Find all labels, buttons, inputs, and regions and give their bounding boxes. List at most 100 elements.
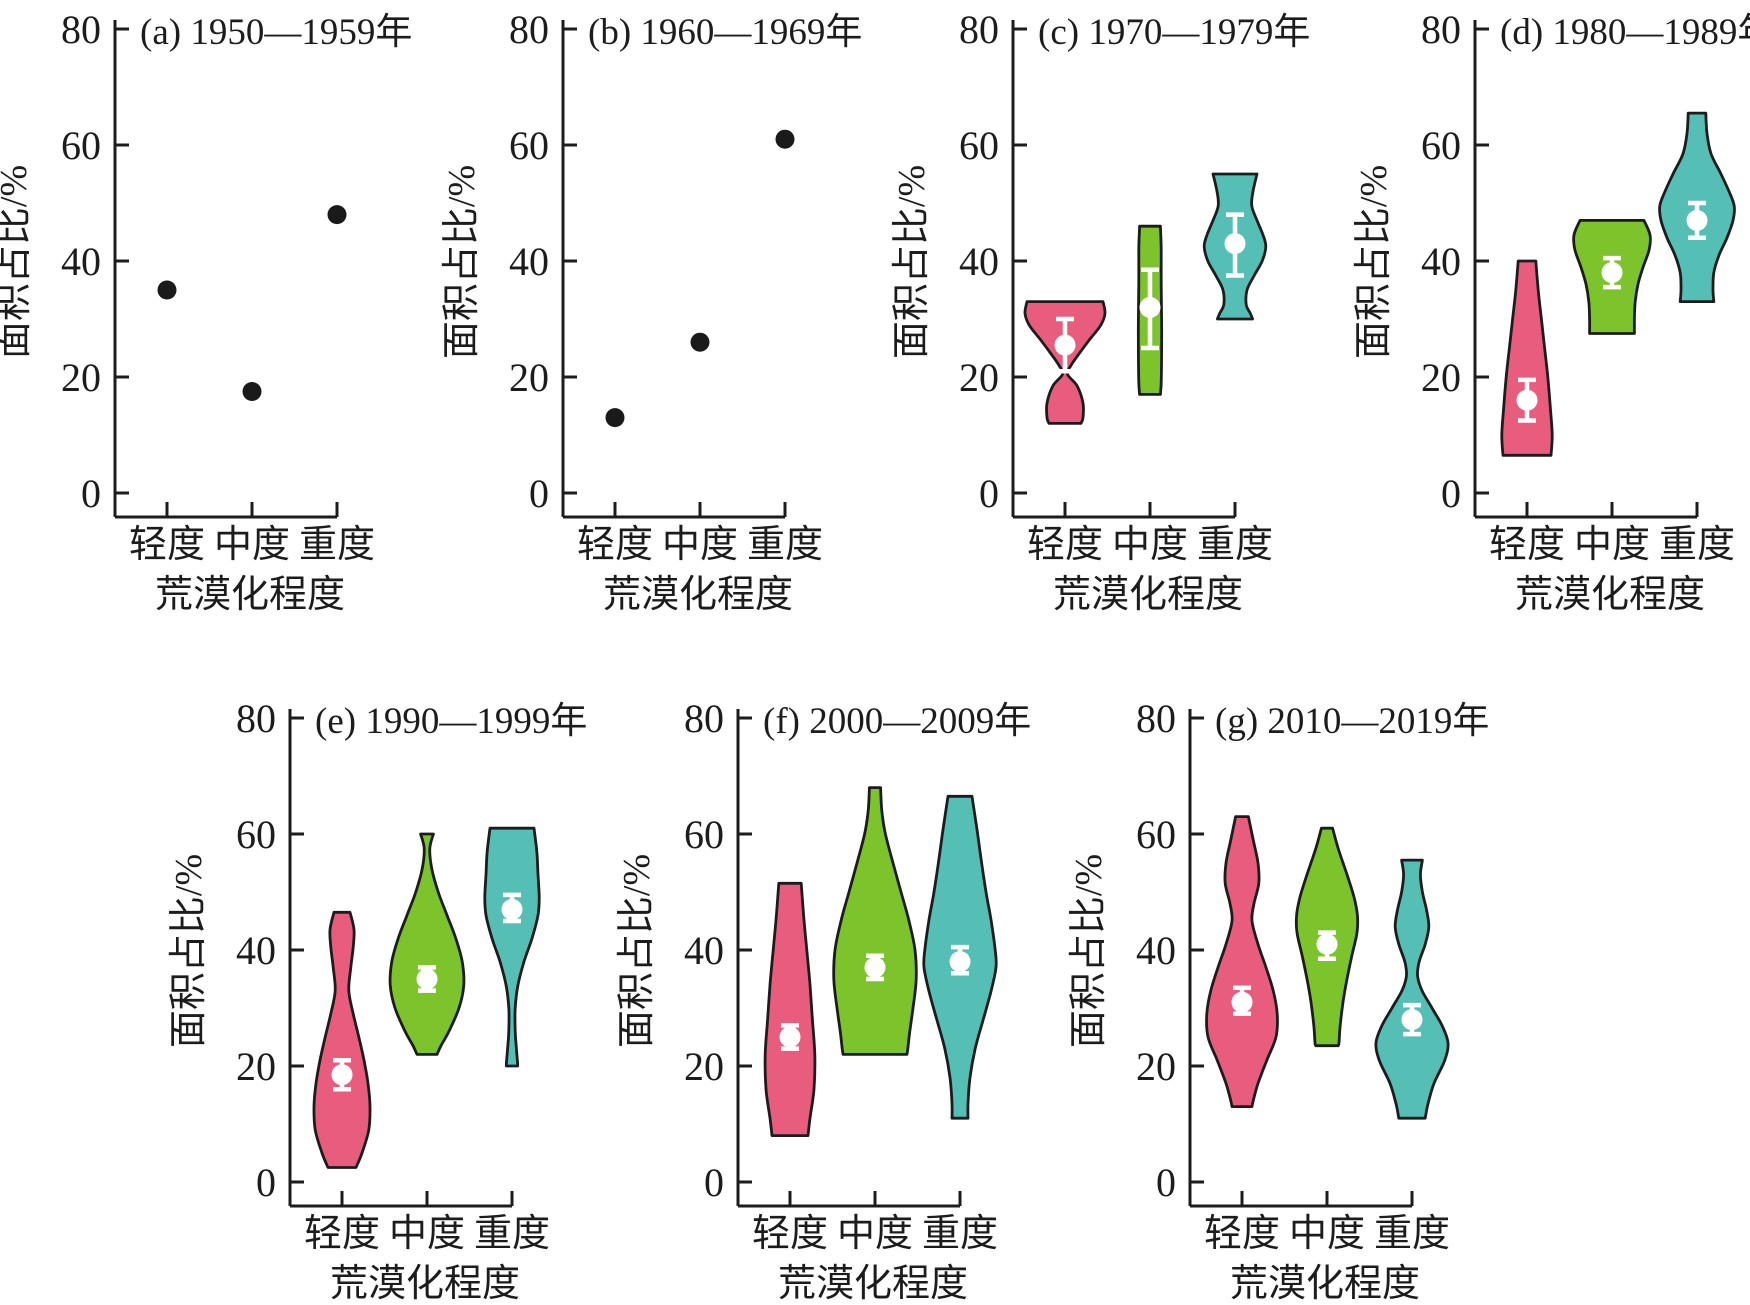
y-tick-label: 60 — [959, 123, 999, 168]
subplot-title: (e) 1990—1999年 — [315, 700, 587, 742]
x-axis-title: 荒漠化程度 — [1515, 574, 1705, 616]
y-tick-label: 40 — [959, 239, 999, 284]
y-tick-label: 0 — [256, 1160, 276, 1205]
mean-marker — [1601, 262, 1623, 284]
y-tick-label: 40 — [61, 239, 101, 284]
axes — [1188, 709, 1414, 1208]
y-tick-label: 0 — [1156, 1160, 1176, 1205]
mean-marker — [1316, 933, 1338, 955]
y-tick-label: 20 — [1421, 355, 1461, 400]
x-tick-label: 重度 — [299, 524, 375, 566]
x-tick-label: 重度 — [1659, 524, 1735, 566]
mean-marker — [1224, 233, 1246, 255]
violin-moderate — [388, 832, 466, 1056]
y-tick-label: 60 — [236, 812, 276, 857]
x-axis-title: 荒漠化程度 — [155, 574, 345, 616]
violin-severe — [1374, 858, 1450, 1120]
data-point-中度 — [690, 332, 710, 352]
x-tick-label: 轻度 — [1027, 524, 1103, 566]
y-tick-label: 20 — [236, 1044, 276, 1089]
x-axis-title: 荒漠化程度 — [1053, 574, 1243, 616]
x-tick-label: 重度 — [1197, 524, 1273, 566]
x-tick-label: 中度 — [1289, 1213, 1365, 1255]
mean-marker — [949, 951, 971, 973]
y-tick-label: 80 — [1421, 7, 1461, 52]
y-tick-label: 0 — [979, 471, 999, 516]
y-tick-label: 80 — [61, 7, 101, 52]
subplot-title: (d) 1980—1989年 — [1500, 11, 1750, 53]
y-tick-label: 40 — [1421, 239, 1461, 284]
y-tick-label: 20 — [61, 355, 101, 400]
violin-light — [1500, 259, 1554, 457]
y-tick-label: 60 — [1421, 123, 1461, 168]
y-tick-label: 40 — [684, 928, 724, 973]
axes — [561, 20, 787, 519]
mean-marker — [1516, 389, 1538, 411]
x-axis-title: 荒漠化程度 — [603, 574, 793, 616]
y-tick-label: 0 — [1441, 471, 1461, 516]
y-tick-label: 0 — [81, 471, 101, 516]
x-tick-label: 中度 — [837, 1213, 913, 1255]
mean-marker — [1139, 296, 1161, 318]
y-axis-title: 面积占比/% — [1353, 165, 1395, 359]
y-tick-label: 80 — [684, 696, 724, 741]
y-tick-label: 60 — [509, 123, 549, 168]
y-tick-label: 20 — [1136, 1044, 1176, 1089]
x-tick-label: 中度 — [214, 524, 290, 566]
subplot-title: (f) 2000—2009年 — [763, 700, 1031, 742]
data-point-轻度 — [157, 280, 177, 300]
x-tick-label: 重度 — [1374, 1213, 1450, 1255]
y-tick-label: 0 — [704, 1160, 724, 1205]
x-axis-title: 荒漠化程度 — [1230, 1263, 1420, 1305]
subplot-title: (c) 1970—1979年 — [1038, 11, 1310, 53]
y-axis-title: 面积占比/% — [0, 165, 35, 359]
y-tick-label: 80 — [509, 7, 549, 52]
axes — [113, 20, 339, 519]
y-tick-label: 40 — [1136, 928, 1176, 973]
y-tick-label: 40 — [509, 239, 549, 284]
x-tick-label: 重度 — [474, 1213, 550, 1255]
x-tick-label: 轻度 — [304, 1213, 380, 1255]
x-tick-label: 轻度 — [577, 524, 653, 566]
y-tick-label: 60 — [684, 812, 724, 857]
subplot-title: (b) 1960—1969年 — [588, 11, 862, 53]
x-tick-label: 轻度 — [752, 1213, 828, 1255]
x-tick-label: 中度 — [1112, 524, 1188, 566]
x-tick-label: 重度 — [922, 1213, 998, 1255]
y-tick-label: 60 — [1136, 812, 1176, 857]
x-tick-label: 轻度 — [1489, 524, 1565, 566]
y-axis-title: 面积占比/% — [168, 854, 210, 1048]
y-tick-label: 40 — [236, 928, 276, 973]
y-tick-label: 20 — [959, 355, 999, 400]
y-tick-label: 60 — [61, 123, 101, 168]
x-tick-label: 轻度 — [129, 524, 205, 566]
x-tick-label: 重度 — [747, 524, 823, 566]
y-tick-label: 80 — [236, 696, 276, 741]
x-tick-label: 中度 — [662, 524, 738, 566]
axes — [1473, 20, 1699, 519]
violin-light — [763, 881, 817, 1137]
axes — [1011, 20, 1237, 519]
y-tick-label: 0 — [529, 471, 549, 516]
data-point-中度 — [242, 382, 262, 401]
y-tick-label: 20 — [509, 355, 549, 400]
mean-marker — [416, 968, 438, 990]
mean-marker — [1401, 1009, 1423, 1031]
violin-severe — [483, 826, 541, 1068]
y-tick-label: 80 — [1136, 696, 1176, 741]
violin-moderate — [832, 786, 918, 1056]
mean-marker — [1686, 209, 1708, 231]
mean-marker — [1054, 334, 1076, 356]
y-axis-title: 面积占比/% — [891, 165, 933, 359]
violin-light — [1205, 815, 1279, 1108]
data-point-重度 — [775, 129, 795, 149]
axes — [288, 709, 514, 1208]
data-point-轻度 — [605, 408, 625, 428]
